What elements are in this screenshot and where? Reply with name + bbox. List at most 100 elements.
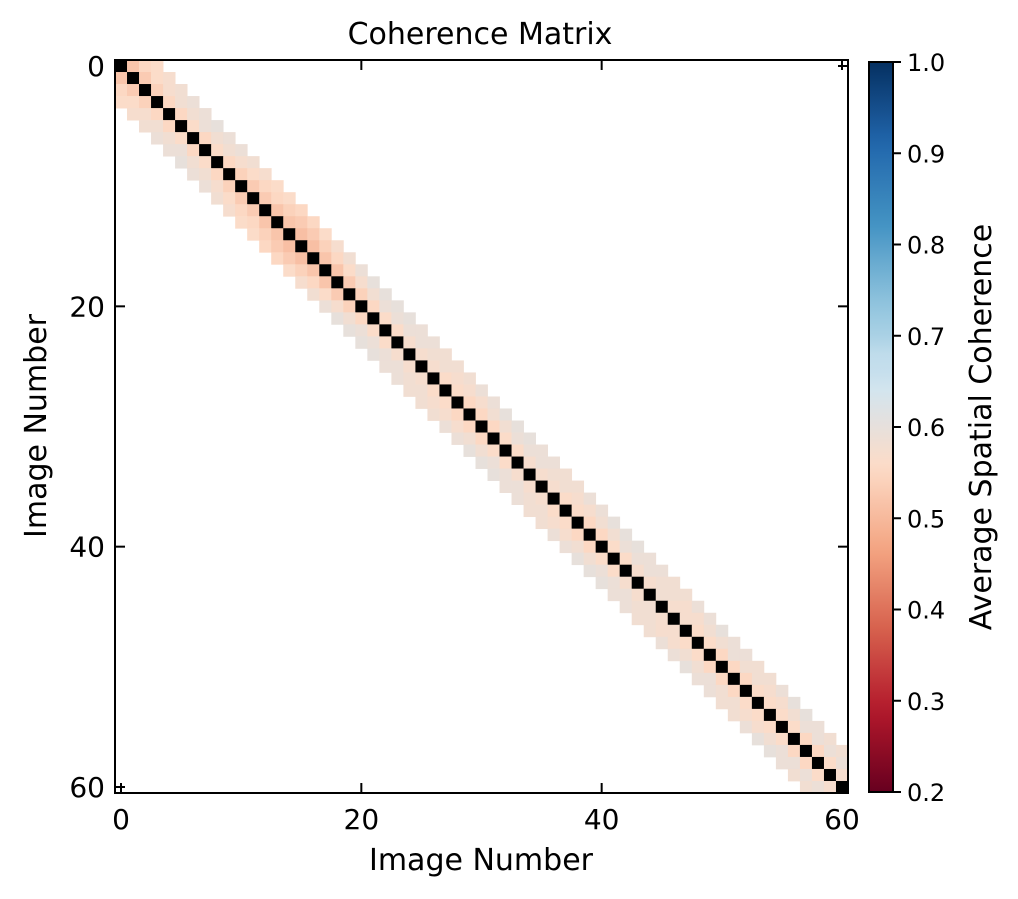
- diagonal-cell: [415, 360, 428, 373]
- heatmap-cell: [787, 768, 801, 782]
- heatmap-cell: [487, 420, 500, 433]
- heatmap-cell: [715, 636, 729, 650]
- heatmap-cell: [319, 252, 332, 265]
- heatmap-cell: [223, 144, 236, 157]
- heatmap-cell: [223, 132, 236, 145]
- heatmap-cell: [835, 756, 849, 770]
- heatmap-cell: [127, 60, 140, 73]
- heatmap-cell: [547, 480, 561, 493]
- x-tick-label: 40: [584, 803, 620, 836]
- heatmap-cell: [151, 108, 164, 121]
- diagonal-cell: [391, 336, 404, 349]
- diagonal-cell: [571, 516, 585, 530]
- heatmap-cell: [235, 144, 248, 157]
- heatmap-cell: [739, 660, 753, 674]
- heatmap-cell: [643, 612, 657, 626]
- x-axis-label: Image Number: [369, 843, 594, 878]
- heatmap-cell: [751, 660, 765, 674]
- heatmap-cell: [739, 696, 753, 710]
- heatmap-cell: [307, 276, 320, 289]
- y-tick-label: 0: [87, 50, 105, 83]
- heatmap-cell: [307, 216, 320, 229]
- diagonal-cell: [283, 228, 296, 241]
- heatmap-cell: [703, 636, 717, 650]
- heatmap-cell: [763, 672, 777, 686]
- diagonal-cell: [535, 480, 548, 493]
- heatmap-cell: [619, 576, 633, 590]
- heatmap-cell: [559, 492, 573, 506]
- heatmap-cell: [487, 408, 500, 421]
- heatmap-cell: [283, 264, 296, 277]
- heatmap-cell: [211, 192, 224, 205]
- heatmap-cell: [307, 228, 320, 241]
- colorbar-tick-label: 0.2: [907, 779, 945, 807]
- diagonal-cell: [595, 540, 609, 554]
- diagonal-cell: [727, 672, 741, 686]
- heatmap-cell: [751, 720, 765, 734]
- heatmap-cell: [667, 576, 681, 590]
- diagonal-cell: [679, 624, 693, 638]
- heatmap-cell: [511, 420, 524, 433]
- heatmap-cell: [259, 240, 272, 253]
- heatmap-cell: [475, 408, 488, 421]
- heatmap-cell: [667, 636, 681, 650]
- heatmap-cell: [823, 744, 837, 758]
- heatmap-cell: [139, 120, 152, 133]
- diagonal-cell: [343, 288, 356, 301]
- heatmap-cell: [799, 756, 813, 770]
- heatmap-cell: [163, 96, 176, 109]
- heatmap-cell: [403, 360, 416, 373]
- heatmap-cell: [739, 720, 753, 734]
- heatmap-cell: [607, 588, 621, 602]
- heatmap-cell: [199, 108, 212, 121]
- heatmap-cell: [583, 540, 597, 554]
- heatmap-cell: [343, 264, 356, 277]
- heatmap-cell: [787, 708, 801, 722]
- heatmap-cell: [415, 372, 428, 385]
- heatmap-cell: [619, 552, 633, 566]
- heatmap-cell: [679, 600, 693, 614]
- heatmap-cell: [595, 576, 609, 590]
- heatmap-cell: [511, 480, 524, 493]
- heatmap-cell: [487, 396, 500, 409]
- heatmap-cell: [427, 396, 440, 409]
- heatmap-cell: [463, 420, 476, 433]
- heatmap-cell: [151, 72, 164, 85]
- heatmap-cell: [211, 180, 224, 193]
- heatmap-cell: [523, 456, 536, 469]
- diagonal-cell: [355, 300, 368, 313]
- heatmap-cell: [187, 96, 200, 109]
- heatmap-cell: [547, 516, 561, 530]
- heatmap-cell: [763, 744, 777, 758]
- heatmap-cell: [583, 552, 597, 566]
- heatmap-cell: [247, 216, 260, 229]
- heatmap-cell: [223, 180, 236, 193]
- heatmap-cell: [403, 336, 416, 349]
- diagonal-cell: [307, 252, 320, 265]
- heatmap-cell: [415, 336, 428, 349]
- heatmap-cell: [631, 552, 645, 566]
- heatmap-cell: [331, 312, 344, 325]
- heatmap-cell: [667, 588, 681, 602]
- heatmap-cell: [559, 516, 573, 530]
- heatmap-cell: [691, 672, 705, 686]
- heatmap-cell: [163, 72, 176, 85]
- diagonal-cell: [319, 264, 332, 277]
- diagonal-cell: [799, 744, 813, 758]
- heatmap-cell: [151, 84, 164, 97]
- diagonal-cell: [295, 240, 308, 253]
- heatmap-cell: [787, 744, 801, 758]
- heatmap-cell: [259, 168, 272, 181]
- heatmap-cell: [787, 696, 801, 710]
- heatmap-cell: [223, 204, 236, 217]
- heatmap-cell: [583, 564, 597, 578]
- heatmap-cell: [787, 756, 801, 770]
- diagonal-cell: [703, 648, 717, 662]
- heatmap-cell: [811, 768, 825, 782]
- heatmap-cell: [295, 252, 308, 265]
- heatmap-cell: [559, 540, 573, 554]
- diagonal-cell: [691, 636, 705, 650]
- heatmap-cell: [547, 468, 561, 481]
- heatmap-cell: [547, 456, 561, 469]
- heatmap-cell: [727, 636, 741, 650]
